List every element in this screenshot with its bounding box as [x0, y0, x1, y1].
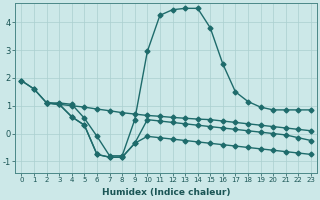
X-axis label: Humidex (Indice chaleur): Humidex (Indice chaleur) [102, 188, 230, 197]
